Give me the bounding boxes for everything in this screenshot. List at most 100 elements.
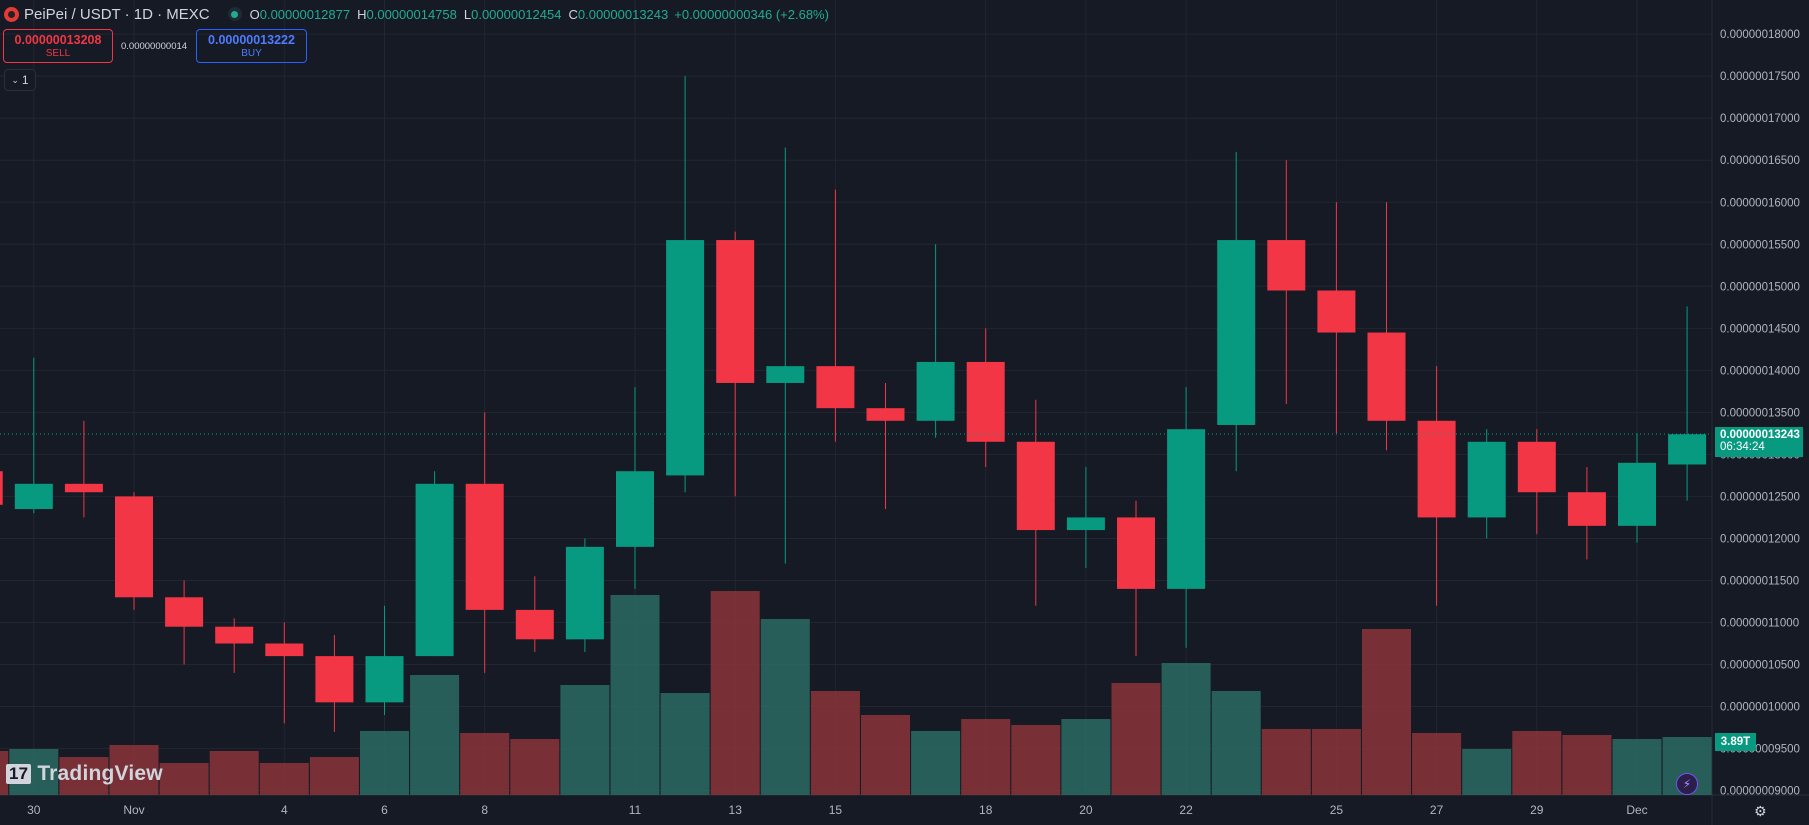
volume-bar	[911, 731, 961, 795]
buy-label: BUY	[241, 48, 262, 59]
candle-body	[1217, 240, 1256, 425]
candle-body	[1467, 441, 1506, 518]
x-tick-label: Nov	[123, 803, 144, 817]
peipei-logo-icon	[4, 6, 19, 22]
candle-body	[265, 643, 304, 657]
volume-bar	[961, 719, 1011, 795]
candle-body	[14, 483, 53, 510]
volume-bar	[1612, 739, 1662, 795]
volume-bar	[309, 757, 359, 795]
bar-countdown: 06:34:24	[1720, 441, 1765, 453]
volume-bar	[109, 745, 159, 795]
y-tick-label: 0.00000018000	[1720, 29, 1800, 41]
volume-bar	[660, 693, 710, 795]
candle-body	[365, 656, 404, 703]
volume-bar	[1111, 683, 1161, 795]
y-tick-label: 0.00000012000	[1720, 533, 1800, 545]
sell-button[interactable]: 0.00000013208 SELL	[3, 29, 113, 63]
buy-price: 0.00000013222	[208, 33, 295, 47]
volume-bar	[610, 595, 660, 795]
candle-body	[766, 366, 805, 383]
close-label: C	[568, 6, 578, 22]
y-tick-label: 0.00000013500	[1720, 407, 1800, 419]
y-tick-label: 0.00000010000	[1720, 702, 1800, 714]
candle-body	[1117, 517, 1155, 589]
volume-bar	[360, 731, 409, 795]
indicators-count: 1	[21, 73, 29, 87]
sell-price: 0.00000013208	[14, 33, 102, 47]
candle-body	[315, 656, 354, 703]
volume-bar	[560, 685, 610, 795]
volume-bar	[1311, 729, 1361, 795]
candle-body	[215, 626, 254, 644]
candle-body	[465, 483, 504, 610]
symbol-header: PeiPei / USDT · 1D · MEXC O 0.00000012877…	[0, 0, 829, 28]
sell-label: SELL	[45, 48, 71, 59]
low-value: 0.00000012454	[471, 6, 562, 22]
candle-body	[1016, 441, 1055, 531]
candle-body	[165, 597, 204, 627]
candle-body	[1668, 434, 1707, 465]
y-tick-label: 0.00000011500	[1720, 575, 1799, 587]
y-tick-label: 0.00000016000	[1720, 197, 1800, 209]
y-tick-label: 0.00000014500	[1720, 323, 1800, 335]
candle-body	[515, 609, 554, 640]
volume-bar	[460, 733, 510, 795]
y-tick-label: 0.00000009000	[1720, 786, 1800, 798]
y-tick-label: 0.00000017000	[1720, 113, 1800, 125]
low-label: L	[463, 6, 472, 22]
x-tick-label: 15	[829, 803, 843, 817]
candle-body	[1367, 332, 1406, 421]
tradingview-logo[interactable]: 17 TradingView	[6, 762, 163, 786]
volume-bar	[1462, 749, 1512, 795]
indicators-collapse-button[interactable]: ⌄ 1	[4, 69, 36, 91]
candle-body	[415, 483, 454, 657]
x-tick-label: 13	[729, 803, 743, 817]
candle-body	[1417, 420, 1456, 518]
tradingview-mark-icon: 17	[6, 764, 32, 784]
volume-bar	[1412, 733, 1462, 795]
symbol-title[interactable]: PeiPei / USDT · 1D · MEXC	[24, 5, 210, 23]
buy-button[interactable]: 0.00000013222 BUY	[196, 29, 307, 63]
market-status-icon[interactable]	[227, 7, 242, 21]
candle-body	[1567, 492, 1606, 526]
x-tick-label: 25	[1330, 803, 1344, 817]
candle-body	[0, 471, 3, 505]
candle-body	[565, 546, 604, 640]
x-tick-label: 4	[281, 803, 288, 817]
x-tick-label: 8	[481, 803, 488, 817]
open-value: 0.00000012877	[259, 6, 351, 22]
volume-bar	[410, 675, 460, 795]
x-tick-label: 27	[1430, 803, 1444, 817]
lightning-icon[interactable]: ⚡	[1676, 773, 1698, 795]
x-tick-label: 29	[1530, 803, 1544, 817]
chevron-down-icon: ⌄	[11, 74, 19, 85]
spread-value: 0.00000000014	[121, 41, 188, 52]
high-label: H	[357, 6, 367, 22]
high-value: 0.00000014758	[366, 6, 457, 22]
candle-body	[866, 408, 905, 421]
y-tick-label: 0.00000015000	[1720, 281, 1800, 293]
volume-bar	[810, 691, 860, 795]
x-tick-label: 11	[629, 803, 642, 817]
volume-bar	[1211, 691, 1261, 795]
volume-bar	[0, 751, 9, 795]
candle-body	[1267, 240, 1306, 291]
volume-bar	[59, 757, 109, 795]
volume-bar	[861, 715, 910, 795]
volume-bar	[1011, 725, 1061, 795]
y-tick-label: 0.00000014000	[1720, 365, 1800, 377]
candle-body	[816, 366, 855, 409]
tradingview-brand: TradingView	[37, 762, 163, 785]
volume-bar	[1362, 629, 1411, 795]
y-tick-label: 0.00000012500	[1720, 491, 1800, 503]
candle-body	[1167, 429, 1206, 589]
y-tick-label: 0.00000015500	[1720, 239, 1800, 251]
volume-bar	[1261, 729, 1311, 795]
x-tick-label: 22	[1179, 803, 1193, 817]
x-tick-label: Dec	[1626, 803, 1647, 817]
gear-icon[interactable]: ⚙	[1754, 803, 1767, 819]
y-tick-label: 0.00000010500	[1720, 660, 1800, 672]
candle-body	[1317, 290, 1356, 333]
